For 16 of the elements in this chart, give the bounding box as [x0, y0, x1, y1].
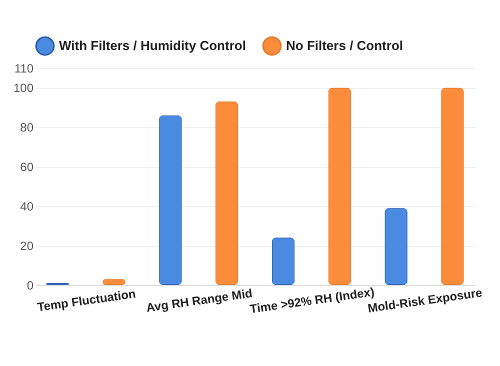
y-tick-label: 110: [14, 62, 34, 76]
bar: [328, 88, 351, 285]
bar: [441, 88, 464, 285]
legend-label: With Filters / Humidity Control: [59, 38, 246, 54]
y-tick-label: 40: [20, 200, 34, 214]
y-tick-label: 20: [20, 239, 34, 254]
bar: [272, 238, 294, 285]
bar: [384, 208, 408, 285]
y-tick-label: 80: [20, 120, 34, 135]
y-tick-label: 100: [13, 81, 34, 96]
bar: [216, 102, 238, 285]
bar: [159, 115, 182, 285]
y-tick-label: 60: [20, 160, 34, 174]
y-tick-label: 0: [26, 278, 34, 292]
legend-label: No Filters / Control: [286, 38, 403, 54]
x-tick-label: Temp Fluctuation: [36, 286, 137, 314]
